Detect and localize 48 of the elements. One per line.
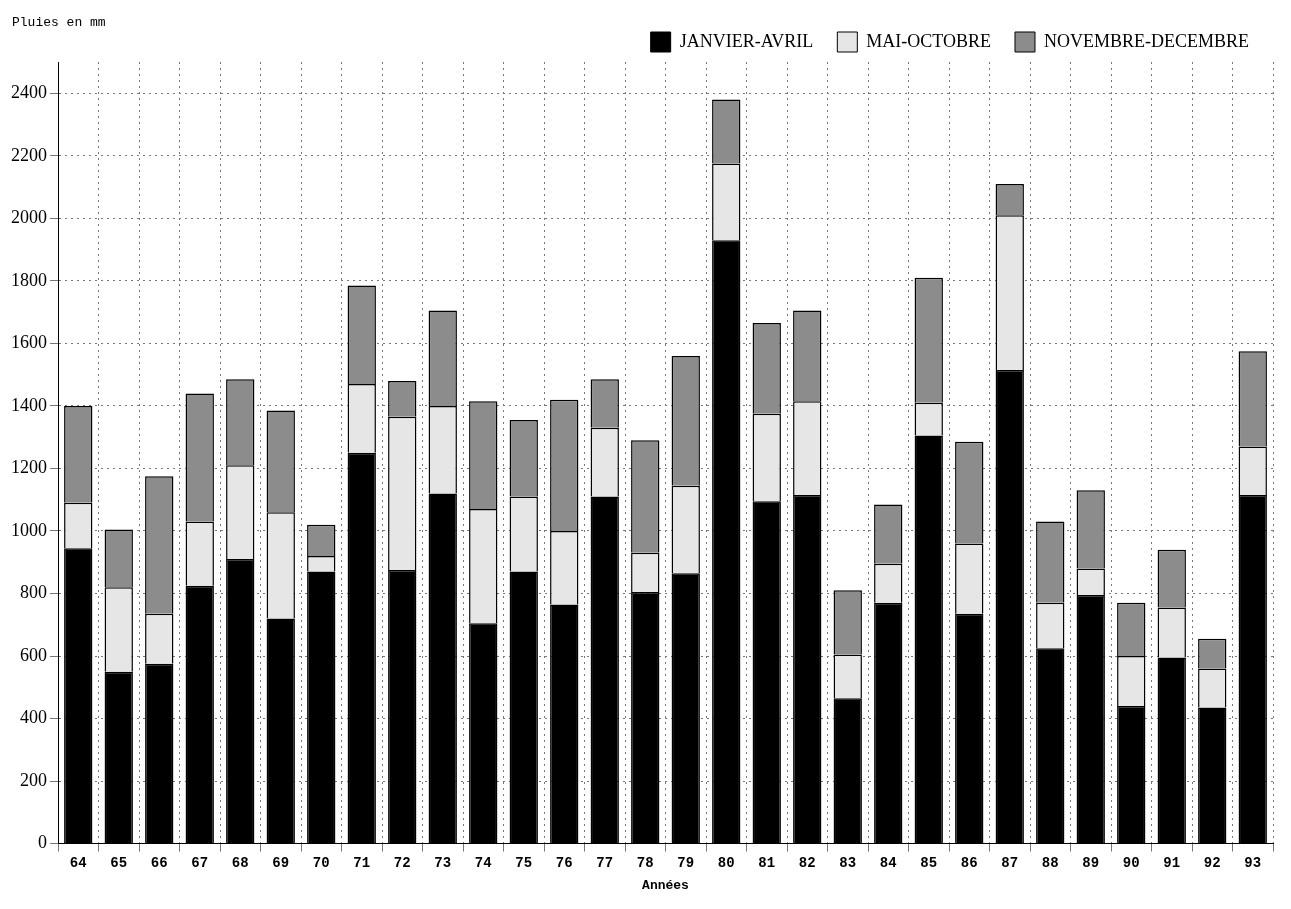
x-tick-label: 73 bbox=[434, 854, 452, 871]
x-tick-label: 89 bbox=[1082, 854, 1100, 871]
x-tick-label: 66 bbox=[150, 854, 168, 871]
x-tick-label: 80 bbox=[717, 854, 735, 871]
y-tick-label: 2200 bbox=[11, 144, 47, 165]
x-tick-label: 69 bbox=[272, 854, 290, 871]
y-tick-label: 2000 bbox=[11, 207, 47, 228]
legend-label: JANVIER-AVRIL bbox=[679, 30, 814, 51]
x-tick-label: 92 bbox=[1203, 854, 1221, 871]
x-tick-label: 70 bbox=[312, 854, 330, 871]
x-tick-label: 93 bbox=[1244, 854, 1262, 871]
x-tick-label: 77 bbox=[596, 854, 614, 871]
x-axis-title: Années bbox=[642, 878, 690, 894]
y-axis-title: Pluies en mm bbox=[12, 14, 106, 30]
x-tick-label: 85 bbox=[920, 854, 938, 871]
x-tick-label: 72 bbox=[393, 854, 411, 871]
x-tick-label: 82 bbox=[798, 854, 816, 871]
x-tick-label: 81 bbox=[758, 854, 776, 871]
y-tick-label: 1400 bbox=[11, 394, 47, 415]
y-tick-label: 1200 bbox=[11, 457, 47, 478]
x-tick-label: 83 bbox=[839, 854, 857, 871]
y-tick-label: 1600 bbox=[11, 332, 47, 353]
legend-label: NOVEMBRE-DECEMBRE bbox=[1044, 30, 1250, 51]
y-tick-label: 400 bbox=[20, 707, 47, 728]
y-tick-label: 1000 bbox=[11, 519, 47, 540]
x-tick-label: 76 bbox=[555, 854, 573, 871]
x-tick-label: 79 bbox=[677, 854, 695, 871]
x-tick-label: 68 bbox=[231, 854, 249, 871]
x-tick-label: 65 bbox=[110, 854, 128, 871]
y-tick-label: 1800 bbox=[11, 269, 47, 290]
x-tick-label: 71 bbox=[353, 854, 371, 871]
x-tick-label: 88 bbox=[1041, 854, 1059, 871]
x-tick-label: 64 bbox=[69, 854, 87, 871]
y-tick-label: 2400 bbox=[11, 82, 47, 102]
x-tick-label: 75 bbox=[515, 854, 533, 871]
x-tick-label: 74 bbox=[474, 854, 492, 871]
y-tick-label: 600 bbox=[20, 644, 47, 665]
y-tick-label: 800 bbox=[20, 582, 47, 603]
x-tick-label: 91 bbox=[1163, 854, 1181, 871]
x-tick-label: 90 bbox=[1122, 854, 1140, 871]
x-tick-label: 86 bbox=[960, 854, 978, 871]
y-tick-label: 200 bbox=[20, 769, 47, 790]
x-tick-label: 78 bbox=[636, 854, 654, 871]
x-tick-label: 87 bbox=[1001, 854, 1019, 871]
y-tick-label: 0 bbox=[38, 832, 47, 853]
x-tick-label: 84 bbox=[879, 854, 897, 871]
x-tick-label: 67 bbox=[191, 854, 209, 871]
legend-label: MAI-OCTOBRE bbox=[866, 30, 992, 51]
